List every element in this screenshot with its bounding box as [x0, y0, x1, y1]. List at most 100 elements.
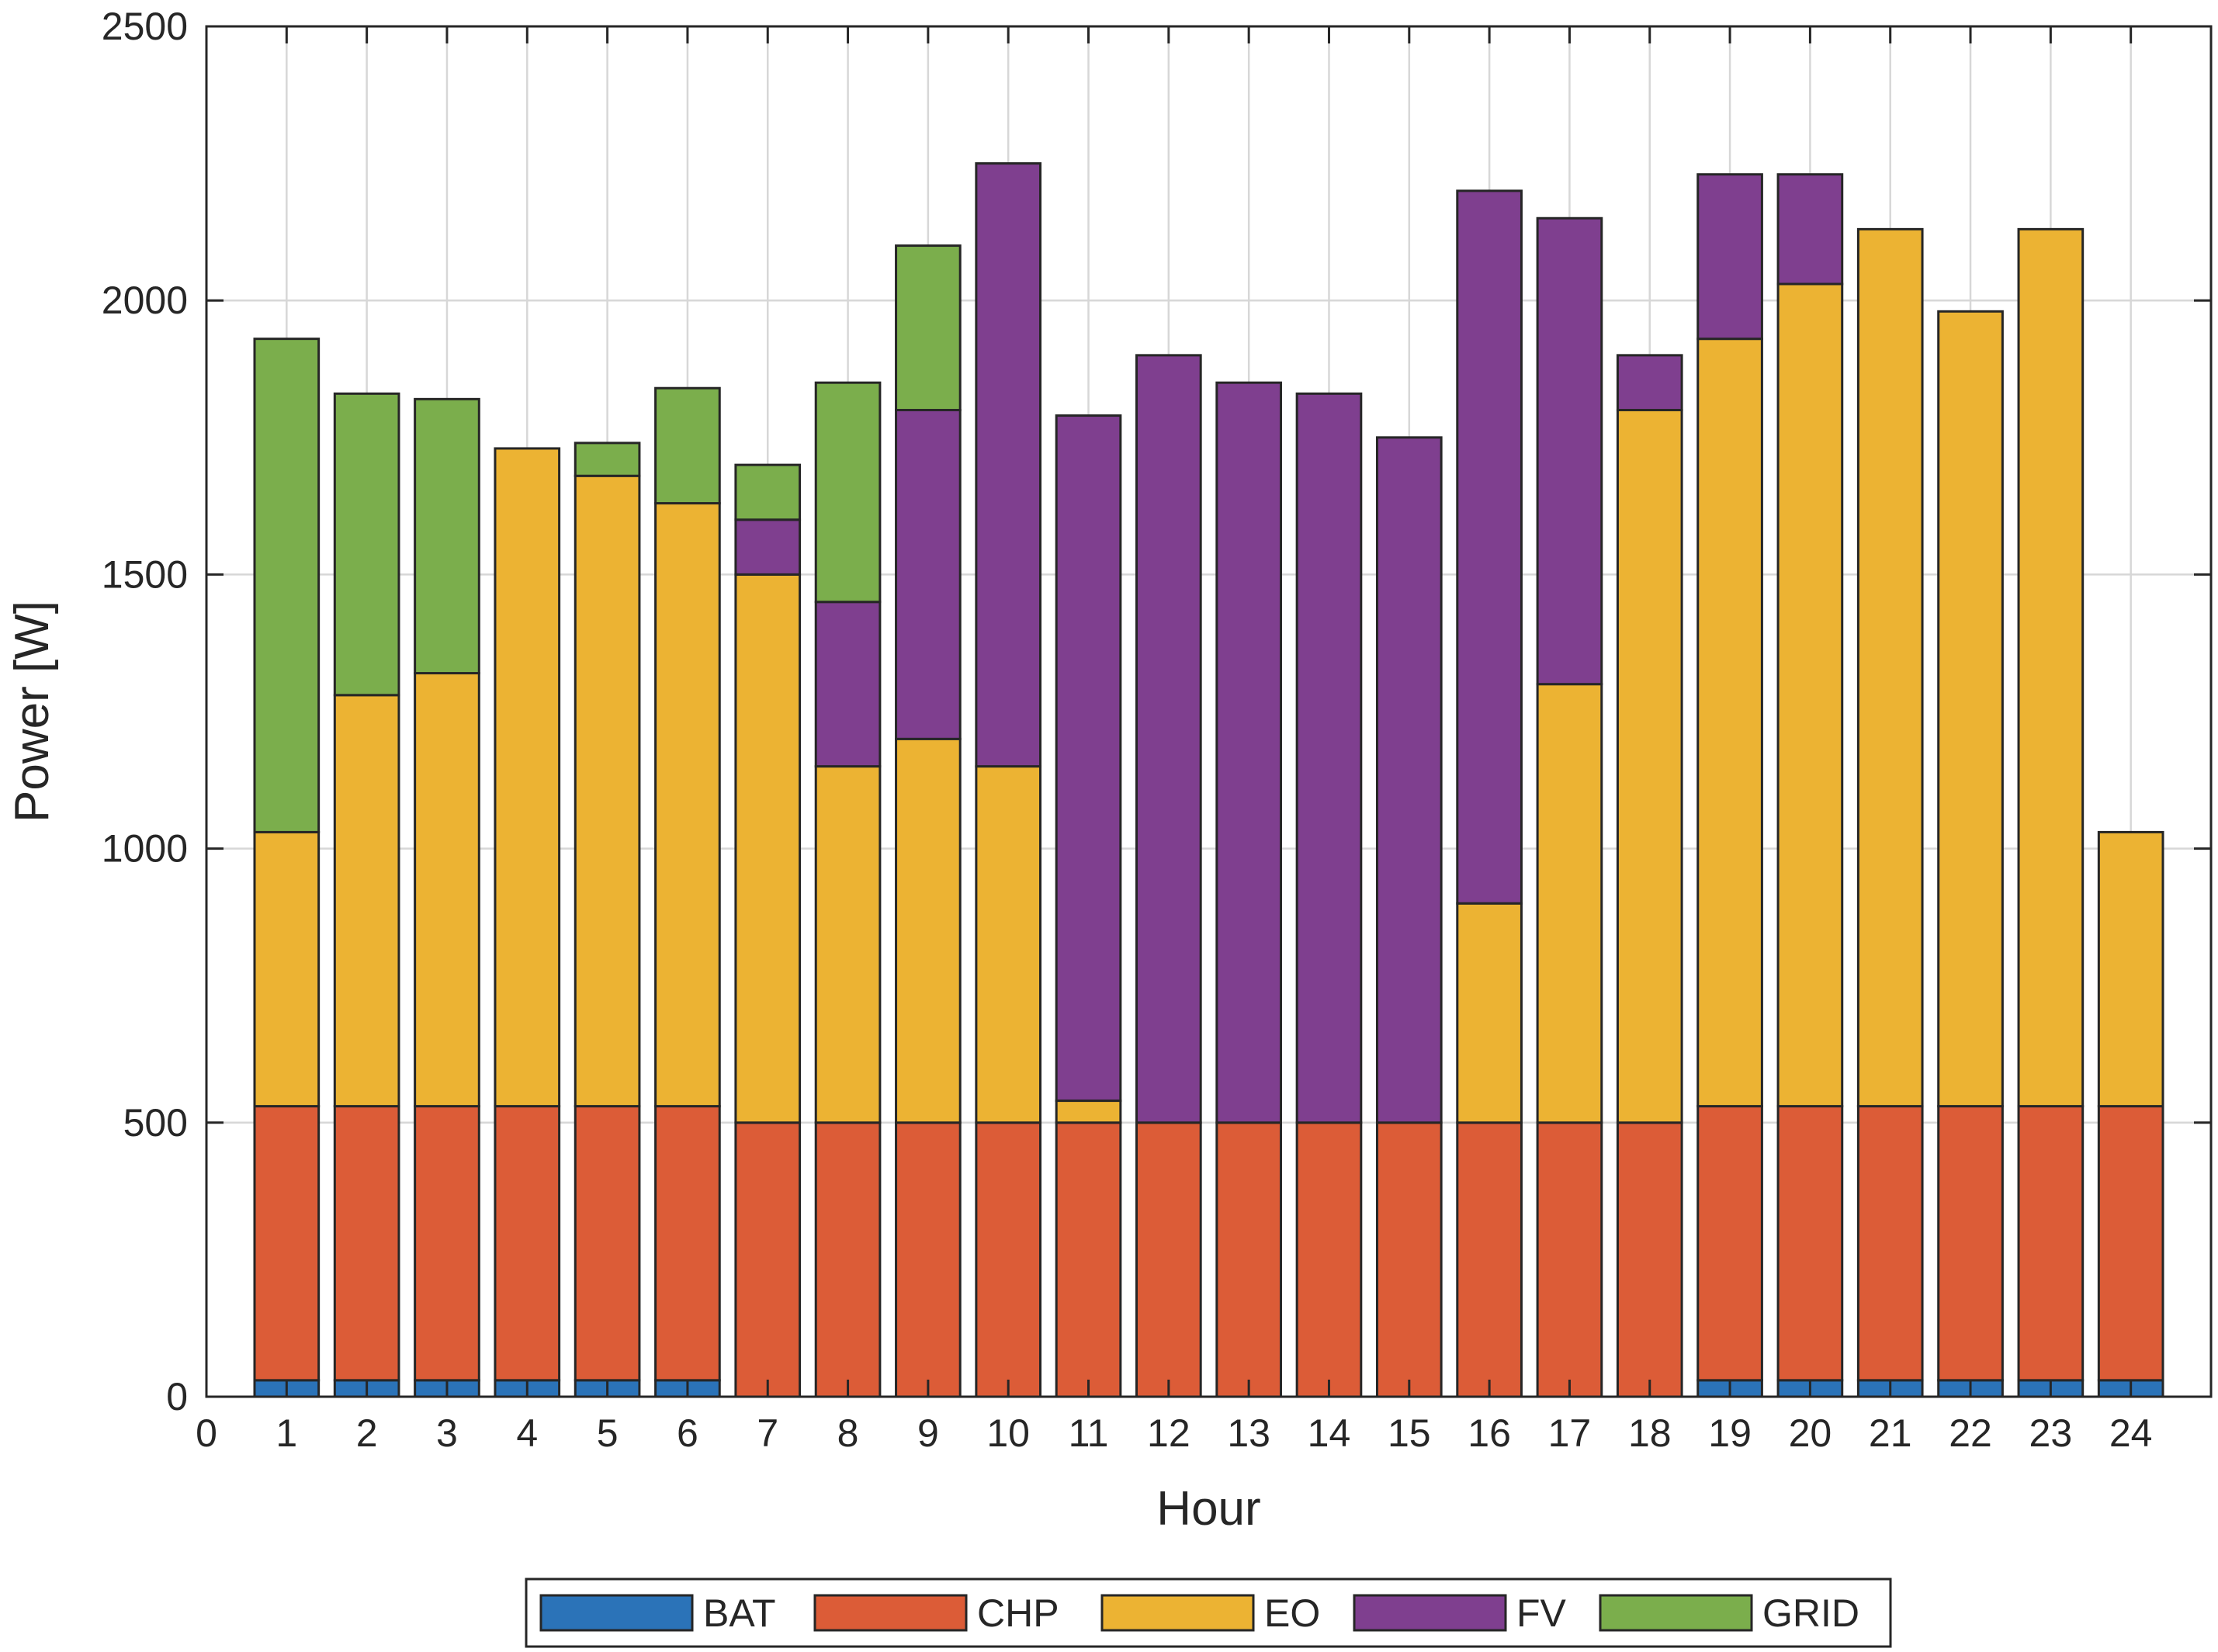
bar-segment-eo-hour-4 — [494, 447, 561, 1108]
x-axis-title: Hour — [1156, 1482, 1260, 1536]
x-tick-label: 11 — [1069, 1411, 1109, 1455]
legend-swatch-grid — [1599, 1594, 1753, 1632]
bar-segment-grid-hour-3 — [414, 397, 480, 675]
x-tick-label: 9 — [917, 1411, 939, 1455]
legend-label-eo: EO — [1264, 1591, 1320, 1635]
bar-segment-chp-hour-1 — [253, 1105, 321, 1382]
bar-segment-chp-hour-11 — [1055, 1121, 1122, 1398]
x-tick-label: 21 — [1869, 1411, 1912, 1455]
bar-segment-fv-hour-12 — [1135, 354, 1202, 1124]
bar-segment-fv-hour-17 — [1536, 216, 1603, 686]
bar-segment-fv-hour-9 — [895, 408, 962, 740]
bar-segment-eo-hour-19 — [1696, 338, 1763, 1108]
legend: BAT CHP EO FV GRID — [525, 1578, 1892, 1648]
x-tick-label: 16 — [1468, 1411, 1511, 1455]
legend-swatch-chp — [813, 1594, 968, 1632]
bar-segment-chp-hour-17 — [1536, 1121, 1603, 1398]
bar-segment-eo-hour-3 — [414, 672, 480, 1108]
bar-segment-chp-hour-15 — [1375, 1121, 1443, 1398]
y-tick-label: 1500 — [102, 552, 188, 596]
x-tick-label: 5 — [597, 1411, 619, 1455]
bar-segment-chp-hour-4 — [494, 1105, 561, 1382]
bar-segment-chp-hour-14 — [1295, 1121, 1363, 1398]
bar-segment-chp-hour-6 — [654, 1105, 721, 1382]
bar-segment-chp-hour-23 — [2017, 1105, 2085, 1382]
bar-segment-chp-hour-9 — [895, 1121, 962, 1398]
legend-swatch-bat — [539, 1594, 694, 1632]
bar-segment-chp-hour-2 — [333, 1105, 400, 1382]
bar-segment-chp-hour-22 — [1937, 1105, 2004, 1382]
bar-segment-fv-hour-19 — [1696, 173, 1763, 341]
bar-segment-chp-hour-13 — [1215, 1121, 1282, 1398]
bar-segment-grid-hour-7 — [734, 463, 802, 521]
x-tick-label: 2 — [356, 1411, 378, 1455]
bar-segment-grid-hour-9 — [895, 244, 962, 411]
bar-segment-eo-hour-10 — [975, 765, 1042, 1124]
bar-segment-eo-hour-7 — [734, 573, 802, 1124]
bar-segment-eo-hour-1 — [253, 830, 321, 1108]
y-tick-label: 2500 — [102, 5, 188, 48]
bar-segment-eo-hour-11 — [1055, 1100, 1122, 1124]
bar-segment-eo-hour-23 — [2017, 227, 2085, 1108]
bar-segment-eo-hour-8 — [814, 765, 882, 1124]
legend-label-bat: BAT — [703, 1591, 776, 1635]
x-tick-label: 7 — [757, 1411, 778, 1455]
legend-label-fv: FV — [1516, 1591, 1567, 1635]
x-tick-label: 1 — [276, 1411, 297, 1455]
ticks: 0 1 2 3 4 5 6 7 8 9 10 11 12 13 14 15 16 17 18 19 20 21 22 23 24… — [102, 5, 2211, 1455]
legend-swatch-eo — [1100, 1594, 1255, 1632]
bar-segment-grid-hour-6 — [654, 386, 721, 505]
bar-segment-chp-hour-24 — [2097, 1105, 2164, 1382]
y-tick-label: 0 — [166, 1375, 188, 1418]
bar-segment-eo-hour-9 — [895, 737, 962, 1124]
bar-segment-eo-hour-24 — [2097, 830, 2164, 1108]
x-tick-label: 19 — [1708, 1411, 1752, 1455]
bar-segment-chp-hour-5 — [574, 1105, 641, 1382]
bar-segment-eo-hour-16 — [1456, 902, 1523, 1124]
x-tick-label: 0 — [196, 1411, 217, 1455]
bar-segment-chp-hour-12 — [1135, 1121, 1202, 1398]
bar-segment-fv-hour-18 — [1616, 354, 1683, 411]
y-tick-label: 1000 — [102, 827, 188, 871]
bars — [253, 162, 2164, 1398]
y-tick-label: 500 — [123, 1101, 188, 1145]
x-tick-label: 3 — [436, 1411, 458, 1455]
x-tick-label: 17 — [1548, 1411, 1592, 1455]
x-tick-label: 10 — [986, 1411, 1030, 1455]
bar-segment-chp-hour-20 — [1776, 1105, 1844, 1382]
x-tick-label: 24 — [2109, 1411, 2153, 1455]
legend-swatch-fv — [1353, 1594, 1507, 1632]
bar-segment-grid-hour-5 — [574, 442, 641, 477]
bar-segment-eo-hour-22 — [1937, 310, 2004, 1108]
bar-segment-eo-hour-18 — [1616, 408, 1683, 1124]
bar-segment-fv-hour-10 — [975, 162, 1042, 768]
bar-segment-chp-hour-3 — [414, 1105, 480, 1382]
bar-segment-fv-hour-16 — [1456, 189, 1523, 905]
bar-segment-eo-hour-17 — [1536, 683, 1603, 1124]
bar-segment-chp-hour-16 — [1456, 1121, 1523, 1398]
bar-segment-chp-hour-19 — [1696, 1105, 1763, 1382]
x-tick-label: 15 — [1388, 1411, 1431, 1455]
bar-segment-eo-hour-2 — [333, 694, 400, 1108]
legend-label-grid: GRID — [1762, 1591, 1859, 1635]
bar-segment-chp-hour-10 — [975, 1121, 1042, 1398]
y-axis-title: Power [W] — [5, 601, 59, 823]
bar-segment-chp-hour-18 — [1616, 1121, 1683, 1398]
bar-segment-fv-hour-8 — [814, 601, 882, 768]
bar-segment-fv-hour-14 — [1295, 392, 1363, 1124]
y-tick-label: 2000 — [102, 279, 188, 322]
bar-segment-grid-hour-1 — [253, 338, 321, 833]
bar-segment-chp-hour-8 — [814, 1121, 882, 1398]
bar-segment-fv-hour-20 — [1776, 173, 1844, 286]
legend-label-chp: CHP — [977, 1591, 1059, 1635]
bar-segment-fv-hour-11 — [1055, 414, 1122, 1103]
x-tick-label: 13 — [1227, 1411, 1270, 1455]
bar-segment-eo-hour-5 — [574, 474, 641, 1108]
x-tick-label: 18 — [1628, 1411, 1672, 1455]
x-tick-label: 14 — [1308, 1411, 1351, 1455]
x-tick-label: 8 — [837, 1411, 859, 1455]
bar-segment-eo-hour-21 — [1856, 227, 1924, 1108]
x-tick-label: 12 — [1147, 1411, 1190, 1455]
axes-frame — [205, 25, 2213, 1398]
bar-segment-chp-hour-7 — [734, 1121, 802, 1398]
